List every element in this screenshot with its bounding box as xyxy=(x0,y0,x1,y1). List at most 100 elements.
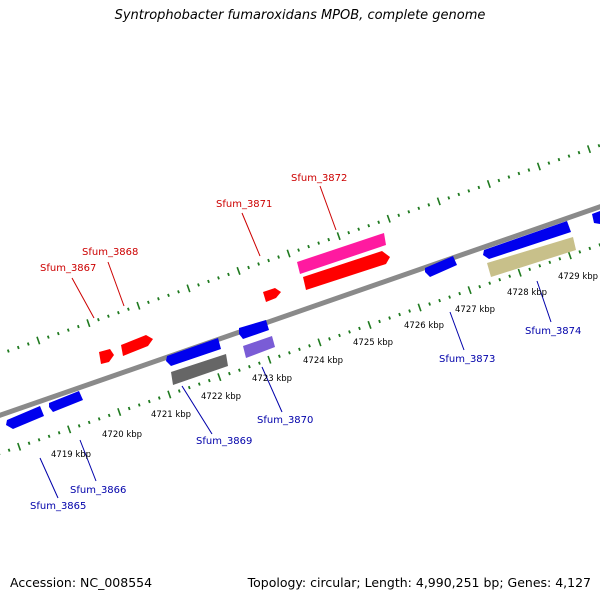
reverse-tick xyxy=(278,354,281,358)
reverse-tick xyxy=(358,326,361,331)
forward-tick xyxy=(207,279,210,284)
reverse-tick xyxy=(317,338,322,347)
forward-tick xyxy=(217,276,220,280)
forward-tick xyxy=(186,284,191,293)
gene-feature-3871-bar[interactable] xyxy=(303,251,390,290)
forward-tick xyxy=(557,157,561,162)
reverse-tick xyxy=(488,281,492,285)
gene-label-3873[interactable]: Sfum_3873 xyxy=(439,354,495,365)
kbp-label-4727: 4727 kbp xyxy=(455,305,495,315)
gene-label-3872[interactable]: Sfum_3872 xyxy=(291,173,347,184)
topology-label: Topology: circular; Length: 4,990,251 bp… xyxy=(247,575,591,590)
forward-tick xyxy=(247,265,250,270)
forward-tick xyxy=(157,297,160,301)
reverse-tick xyxy=(467,286,472,295)
forward-tick xyxy=(297,248,300,252)
forward-tick xyxy=(507,175,511,179)
gene-feature-3874[interactable] xyxy=(483,221,571,259)
kbp-label-4721: 4721 kbp xyxy=(151,410,191,420)
gene-feature-3873[interactable] xyxy=(425,256,457,277)
reverse-tick xyxy=(548,260,552,265)
gene-label-3869[interactable]: Sfum_3869 xyxy=(196,436,252,447)
gene-feature-edge[interactable] xyxy=(592,211,600,224)
reverse-tick xyxy=(378,319,381,324)
reverse-tick xyxy=(528,267,532,272)
gene-feature-grey[interactable] xyxy=(171,354,228,385)
forward-tick xyxy=(577,150,581,155)
reverse-tick xyxy=(348,330,351,334)
forward-tick xyxy=(547,161,551,165)
gene-label-3874[interactable]: Sfum_3874 xyxy=(525,326,581,337)
reverse-tick xyxy=(558,257,562,261)
reverse-tick xyxy=(147,399,151,404)
forward-tick xyxy=(117,310,120,315)
reverse-tick xyxy=(127,406,131,411)
forward-tick xyxy=(436,197,441,206)
reverse-tick xyxy=(77,424,81,428)
forward-tick xyxy=(427,203,431,207)
reverse-tick xyxy=(117,407,122,416)
reverse-tick xyxy=(367,320,372,329)
gene-label-3867[interactable]: Sfum_3867 xyxy=(40,263,96,274)
forward-tick xyxy=(6,349,10,353)
reverse-tick xyxy=(498,277,502,282)
forward-tick xyxy=(277,255,280,259)
reverse-tick xyxy=(27,441,31,445)
reverse-tick xyxy=(328,337,331,341)
reverse-tick xyxy=(248,364,251,369)
forward-tick xyxy=(347,230,351,235)
forward-tick xyxy=(197,283,200,287)
reverse-tick xyxy=(87,420,91,425)
forward-tick xyxy=(407,210,411,214)
forward-tick xyxy=(417,206,421,211)
forward-tick xyxy=(517,171,521,176)
forward-tick xyxy=(177,290,180,294)
reverse-tick xyxy=(7,448,11,452)
reverse-tick xyxy=(388,316,391,320)
kbp-label-4720: 4720 kbp xyxy=(102,430,142,440)
gene-label-3866[interactable]: Sfum_3866 xyxy=(70,485,126,496)
gene-feature-3868[interactable] xyxy=(121,335,153,356)
gene-label-3870[interactable]: Sfum_3870 xyxy=(257,415,313,426)
gene-feature-3866[interactable] xyxy=(49,391,83,412)
gene-label-3865[interactable]: Sfum_3865 xyxy=(30,501,86,512)
gene-feature-3867[interactable] xyxy=(99,349,114,364)
reverse-tick xyxy=(478,284,482,289)
forward-tick xyxy=(286,249,291,258)
gene-label-3871[interactable]: Sfum_3871 xyxy=(216,199,272,210)
gene-feature-3865[interactable] xyxy=(6,406,44,429)
reverse-tick xyxy=(428,302,431,306)
forward-tick xyxy=(307,244,310,249)
reverse-tick xyxy=(37,438,41,442)
forward-tick xyxy=(497,178,501,183)
reverse-tick xyxy=(177,389,181,393)
forward-tick xyxy=(477,185,481,190)
reverse-tick xyxy=(47,434,51,439)
reverse-features xyxy=(6,211,600,429)
kbp-label-4728: 4728 kbp xyxy=(507,288,547,298)
gene-label-3868[interactable]: Sfum_3868 xyxy=(82,247,138,258)
kbp-label-4719: 4719 kbp xyxy=(51,450,91,460)
forward-features xyxy=(99,233,576,364)
gene-feature-3872[interactable] xyxy=(297,233,386,274)
gene-feature-3869[interactable] xyxy=(166,338,221,366)
reverse-tick xyxy=(438,298,441,303)
gene-feature-3870-blue[interactable] xyxy=(239,320,269,339)
reverse-tick xyxy=(238,368,241,372)
gene-feature-extra-red[interactable] xyxy=(263,288,281,302)
reverse-tick xyxy=(17,442,22,451)
reverse-tick xyxy=(458,291,461,296)
forward-tick xyxy=(367,223,371,228)
gene-feature-beige[interactable] xyxy=(487,237,576,277)
forward-tick xyxy=(397,213,401,217)
reverse-tick xyxy=(187,385,191,390)
kbp-label-4722: 4722 kbp xyxy=(201,392,241,402)
reverse-tick xyxy=(157,396,161,400)
kbp-label-4725: 4725 kbp xyxy=(353,338,393,348)
forward-tick xyxy=(26,342,30,346)
forward-tick xyxy=(66,328,70,332)
forward-strand-ticks xyxy=(6,143,600,353)
accession-label: Accession: NC_008554 xyxy=(10,575,153,590)
gene-feature-3870[interactable] xyxy=(243,336,275,358)
forward-tick xyxy=(136,301,141,310)
